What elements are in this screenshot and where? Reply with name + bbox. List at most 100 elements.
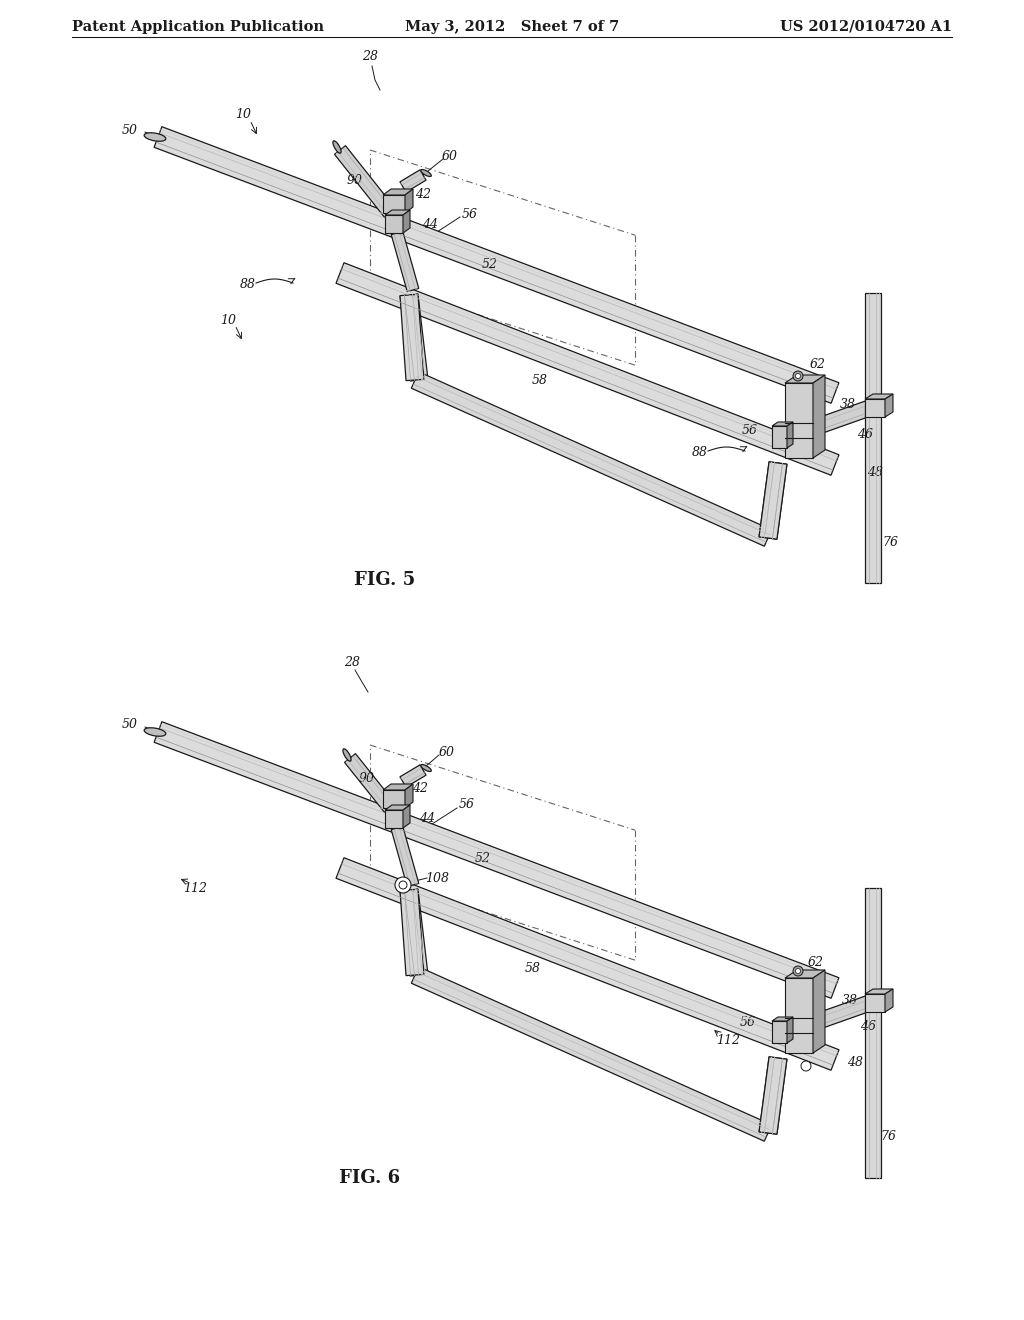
Text: 28: 28 [362,50,378,63]
Polygon shape [403,210,410,234]
Text: 50: 50 [122,124,138,136]
Polygon shape [865,399,885,417]
Polygon shape [810,397,881,436]
Polygon shape [810,993,881,1031]
Polygon shape [344,754,395,812]
Polygon shape [336,263,839,475]
Polygon shape [785,970,825,978]
Text: 60: 60 [439,746,455,759]
Text: 62: 62 [810,359,826,371]
Circle shape [399,880,407,888]
Polygon shape [885,393,893,417]
Circle shape [793,966,803,975]
Polygon shape [385,805,410,810]
Polygon shape [335,145,395,218]
Text: 90: 90 [359,771,375,784]
Polygon shape [403,805,410,828]
Text: 46: 46 [860,1019,876,1032]
Polygon shape [391,826,419,887]
Polygon shape [865,989,893,994]
Text: 112: 112 [183,882,207,895]
Polygon shape [813,375,825,458]
Polygon shape [154,127,839,404]
Polygon shape [787,1016,793,1043]
Polygon shape [400,294,424,380]
Circle shape [793,371,803,381]
Polygon shape [383,784,413,789]
Polygon shape [865,888,881,1177]
Text: 62: 62 [808,956,824,969]
Text: 38: 38 [840,399,856,412]
Text: 108: 108 [425,871,449,884]
Text: 46: 46 [857,429,873,441]
Polygon shape [412,966,772,1142]
Text: FIG. 5: FIG. 5 [354,572,416,589]
Text: US 2012/0104720 A1: US 2012/0104720 A1 [780,20,952,34]
Text: 112: 112 [716,1034,740,1047]
Text: 44: 44 [419,812,435,825]
Polygon shape [759,1057,786,1134]
Polygon shape [772,426,787,447]
Text: 88: 88 [692,446,708,459]
Circle shape [801,1061,811,1071]
Circle shape [796,374,801,379]
Polygon shape [759,462,786,539]
Polygon shape [383,195,406,213]
Polygon shape [383,789,406,808]
Text: 76: 76 [880,1130,896,1143]
Ellipse shape [421,764,431,771]
Ellipse shape [343,748,351,762]
Text: 10: 10 [220,314,236,326]
Polygon shape [865,393,893,399]
Text: 60: 60 [442,150,458,164]
Polygon shape [385,210,410,215]
Polygon shape [400,170,426,193]
Polygon shape [406,784,413,808]
Text: 52: 52 [482,259,498,272]
Text: 28: 28 [344,656,360,668]
Text: 56: 56 [740,1016,756,1030]
Text: 58: 58 [525,961,541,974]
Text: Patent Application Publication: Patent Application Publication [72,20,324,34]
Polygon shape [400,890,424,975]
Polygon shape [772,1020,787,1043]
Ellipse shape [144,727,166,737]
Polygon shape [772,422,793,426]
Text: May 3, 2012   Sheet 7 of 7: May 3, 2012 Sheet 7 of 7 [404,20,620,34]
Text: 42: 42 [415,189,431,202]
Polygon shape [400,764,426,787]
Circle shape [796,969,801,974]
Polygon shape [400,888,428,975]
Text: 10: 10 [234,108,251,121]
Text: 90: 90 [347,173,362,186]
Polygon shape [865,994,885,1012]
Text: FIG. 6: FIG. 6 [339,1170,400,1187]
Polygon shape [865,293,881,583]
Text: 52: 52 [475,851,490,865]
Text: 56: 56 [462,209,478,222]
Polygon shape [785,375,825,383]
Polygon shape [383,189,413,195]
Text: 56: 56 [459,799,475,812]
Circle shape [395,876,411,894]
Polygon shape [885,989,893,1012]
Polygon shape [759,1057,786,1134]
Polygon shape [772,1016,793,1020]
Polygon shape [787,422,793,447]
Polygon shape [412,372,772,546]
Text: 42: 42 [412,781,428,795]
Polygon shape [385,810,403,828]
Text: 88: 88 [240,279,256,292]
Polygon shape [400,294,428,381]
Text: 56: 56 [742,425,758,437]
Polygon shape [759,462,786,539]
Ellipse shape [333,141,341,153]
Text: 48: 48 [867,466,883,479]
Polygon shape [391,231,419,292]
Ellipse shape [144,133,166,141]
Polygon shape [154,722,839,998]
Text: 38: 38 [842,994,858,1006]
Polygon shape [406,189,413,213]
Polygon shape [385,215,403,234]
Text: 58: 58 [532,374,548,387]
